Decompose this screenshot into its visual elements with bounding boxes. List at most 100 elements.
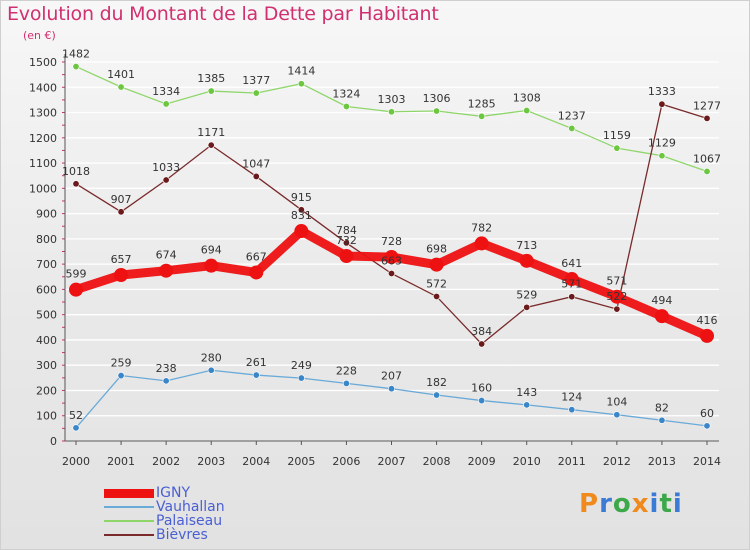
data-label-igny-2010: 713	[516, 239, 537, 252]
data-label-bivres-2013: 1333	[648, 85, 676, 98]
data-label-vauhallan-2001: 259	[111, 357, 132, 370]
point-vauhallan-2012	[613, 411, 621, 419]
data-label-igny-2004: 667	[246, 250, 267, 263]
y-tick-label-1400: 1400	[29, 81, 57, 94]
legend-label-vauhallan: Vauhallan	[156, 499, 225, 515]
point-vauhallan-2011	[568, 406, 576, 414]
point-igny-2001	[114, 267, 129, 282]
series-line-palaiseau	[75, 65, 708, 173]
y-tick-label-600: 600	[36, 283, 57, 296]
x-tick-label-2003: 2003	[197, 455, 225, 468]
point-igny-2006	[339, 249, 354, 264]
data-label-bivres-2003: 1171	[197, 126, 225, 139]
data-label-vauhallan-2005: 249	[291, 359, 312, 372]
point-igny-2012	[609, 289, 624, 304]
y-tick-label-1300: 1300	[29, 107, 57, 120]
point-bivres-2006	[342, 239, 350, 247]
data-label-vauhallan-2010: 143	[516, 386, 537, 399]
point-igny-2009	[474, 236, 489, 251]
data-label-bivres-2001: 907	[111, 193, 132, 206]
point-palaiseau-2001	[117, 83, 125, 91]
y-tick-label-700: 700	[36, 258, 57, 271]
point-igny-2008	[429, 257, 444, 272]
point-bivres-2009	[478, 340, 486, 348]
data-label-palaiseau-2009: 1285	[468, 97, 496, 110]
data-label-vauhallan-2012: 104	[606, 396, 627, 409]
point-palaiseau-2004	[252, 89, 260, 97]
data-label-vauhallan-2014: 60	[700, 407, 714, 420]
legend-item-vauhallan: Vauhallan	[104, 500, 225, 514]
point-palaiseau-2008	[433, 107, 441, 115]
legend-swatch-vauhallan	[104, 506, 154, 508]
data-label-palaiseau-2011: 1237	[558, 109, 586, 122]
x-tick-label-2009: 2009	[468, 455, 496, 468]
data-label-palaiseau-2002: 1334	[152, 85, 180, 98]
x-tick-label-2005: 2005	[287, 455, 315, 468]
point-vauhallan-2009	[478, 397, 486, 405]
point-palaiseau-2013	[658, 152, 666, 160]
point-vauhallan-2013	[658, 416, 666, 424]
x-tick-label-2004: 2004	[242, 455, 270, 468]
point-bivres-2012	[613, 305, 621, 313]
data-label-vauhallan-2006: 228	[336, 364, 357, 377]
data-label-palaiseau-2004: 1377	[242, 74, 270, 87]
data-label-igny-2006: 732	[336, 234, 357, 247]
legend-swatch-igny	[104, 488, 154, 498]
data-label-vauhallan-2002: 238	[156, 362, 177, 375]
x-tick-label-2006: 2006	[332, 455, 360, 468]
data-label-igny-2007: 728	[381, 235, 402, 248]
data-label-vauhallan-2011: 124	[561, 391, 582, 404]
point-vauhallan-2002	[162, 377, 170, 385]
proxiti-logo: Proxiti	[579, 489, 683, 519]
data-label-igny-2008: 698	[426, 243, 447, 256]
data-label-palaiseau-2010: 1308	[513, 92, 541, 105]
data-label-bivres-2006: 784	[336, 224, 357, 237]
point-bivres-2014	[703, 114, 711, 122]
data-label-vauhallan-2008: 182	[426, 376, 447, 389]
point-palaiseau-2010	[523, 107, 531, 115]
x-tick-label-2013: 2013	[648, 455, 676, 468]
data-label-igny-2002: 674	[156, 249, 177, 262]
data-label-igny-2009: 782	[471, 221, 492, 234]
data-label-palaiseau-2008: 1306	[423, 92, 451, 105]
data-label-igny-2014: 416	[697, 314, 718, 327]
point-palaiseau-2005	[297, 80, 305, 88]
data-label-palaiseau-2001: 1401	[107, 68, 135, 81]
point-igny-2007	[384, 250, 399, 265]
data-label-vauhallan-2007: 207	[381, 370, 402, 383]
x-tick-label-2014: 2014	[693, 455, 721, 468]
point-bivres-2013	[658, 100, 666, 108]
point-igny-2005	[294, 224, 309, 239]
point-igny-2002	[159, 263, 174, 278]
data-label-palaiseau-2014: 1067	[693, 152, 721, 165]
point-bivres-2003	[207, 141, 215, 149]
data-label-vauhallan-2003: 280	[201, 351, 222, 364]
x-tick-label-2011: 2011	[558, 455, 586, 468]
data-label-bivres-2007: 663	[381, 254, 402, 267]
y-tick-label-300: 300	[36, 359, 57, 372]
y-tick-label-1000: 1000	[29, 182, 57, 195]
y-tick-label-1200: 1200	[29, 132, 57, 145]
point-igny-2013	[654, 309, 669, 324]
x-tick-label-2000: 2000	[62, 455, 90, 468]
point-palaiseau-2003	[207, 87, 215, 95]
point-igny-2014	[700, 328, 714, 343]
point-vauhallan-2010	[523, 401, 531, 409]
legend-swatch-palaiseau	[104, 520, 154, 522]
data-label-palaiseau-2000: 1482	[62, 48, 90, 61]
data-label-bivres-2008: 572	[426, 277, 447, 290]
legend-item-bievres: Bièvres	[104, 528, 225, 542]
data-label-igny-2013: 494	[651, 294, 672, 307]
y-tick-label-800: 800	[36, 233, 57, 246]
legend-item-igny: IGNY	[104, 486, 225, 500]
point-palaiseau-2000	[72, 63, 80, 71]
data-label-vauhallan-2009: 160	[471, 382, 492, 395]
point-igny-2000	[69, 282, 83, 297]
point-bivres-2011	[568, 293, 576, 301]
point-bivres-2001	[117, 208, 125, 216]
legend-swatch-bievres	[104, 534, 154, 536]
legend: IGNY Vauhallan Palaiseau Bièvres	[104, 486, 225, 542]
point-bivres-2002	[162, 176, 170, 184]
point-palaiseau-2006	[342, 102, 350, 110]
